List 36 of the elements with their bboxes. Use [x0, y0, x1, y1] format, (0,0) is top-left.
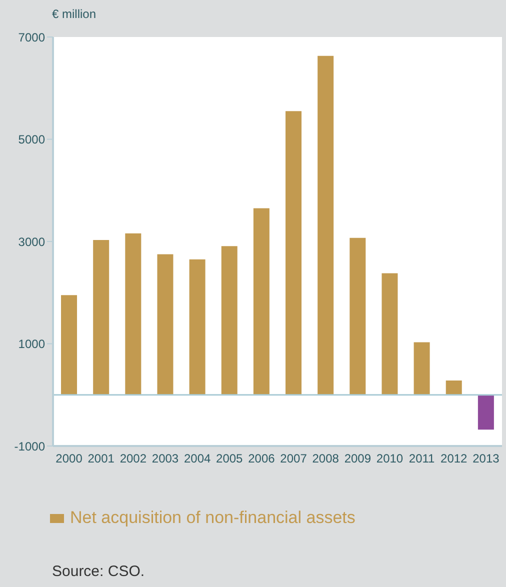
y-tick-label: -1000 — [14, 439, 46, 454]
x-tick-label: 2013 — [472, 452, 500, 466]
bar — [221, 246, 238, 395]
x-tick-label: 2007 — [280, 452, 308, 466]
y-tick-label: 5000 — [18, 132, 46, 147]
bar — [382, 273, 398, 395]
x-tick-label: 2001 — [88, 452, 115, 466]
bar — [157, 254, 174, 395]
bar — [93, 240, 110, 395]
bar — [446, 380, 462, 395]
x-tick-label: 2006 — [248, 452, 276, 466]
source-note: Source: CSO. — [52, 563, 145, 580]
legend-label: Net acquisition of non-financial assets — [70, 508, 356, 528]
bar — [318, 56, 334, 395]
bar — [253, 208, 270, 395]
x-tick-label: 2000 — [56, 452, 83, 466]
bar — [414, 342, 430, 395]
x-tick-label: 2004 — [184, 452, 211, 466]
x-tick-label: 2009 — [344, 452, 372, 466]
bar — [478, 394, 494, 430]
x-tick-label: 2010 — [376, 452, 404, 466]
bar — [350, 238, 366, 395]
x-tick-label: 2003 — [152, 452, 179, 466]
bar — [189, 259, 206, 395]
x-tick-label: 2005 — [216, 452, 244, 466]
y-tick-label: 3000 — [18, 234, 46, 249]
y-tick-label: 1000 — [18, 337, 46, 352]
bar — [61, 295, 78, 395]
x-tick-label: 2008 — [312, 452, 340, 466]
x-tick-label: 2002 — [120, 452, 147, 466]
y-tick-label: 7000 — [18, 30, 46, 44]
x-tick-label: 2011 — [408, 452, 436, 466]
bar — [125, 233, 142, 395]
y-axis-title: € million — [52, 7, 96, 21]
x-tick-label: 2012 — [440, 452, 468, 466]
bar — [286, 111, 302, 395]
